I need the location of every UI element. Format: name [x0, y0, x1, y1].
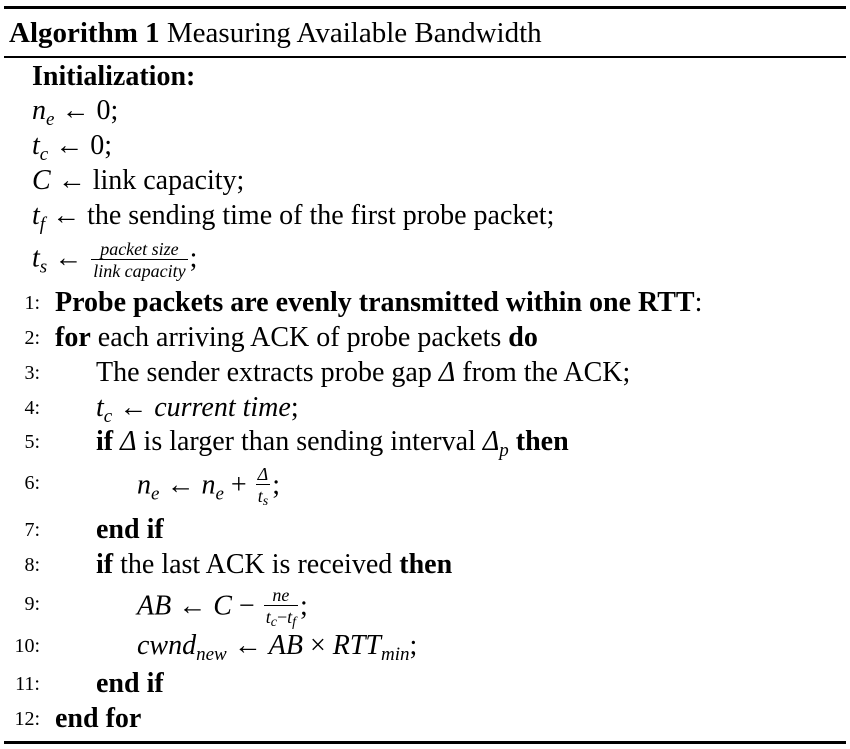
- line-number: 2:: [24, 327, 40, 349]
- line-number: 8:: [24, 554, 40, 576]
- line-number: 10:: [14, 635, 40, 657]
- init-c: C ← link capacity;: [32, 165, 245, 196]
- line-number: 4:: [24, 397, 40, 419]
- init-tf: tf ← the sending time of the first probe…: [32, 200, 555, 235]
- line-number: 12:: [14, 708, 40, 730]
- init-ne: ne ← 0;: [32, 95, 119, 130]
- algorithm-caption: Algorithm 1 Measuring Available Bandwidt…: [9, 15, 542, 51]
- algorithm-title: Measuring Available Bandwidth: [166, 17, 542, 49]
- init-heading: Initialization:: [32, 61, 196, 92]
- ts-fraction: packet size link capacity: [91, 239, 188, 281]
- ne-over-tc-tf-fraction: ne tc−tf: [263, 585, 298, 630]
- init-tc: tc ← 0;: [32, 130, 112, 165]
- caption-rule: [4, 56, 846, 58]
- delta-over-ts-fraction: Δ ts: [255, 464, 271, 509]
- line-number: 3:: [24, 362, 40, 384]
- init-ts: ts ← packet size link capacity ;: [32, 239, 198, 281]
- line-number: 1:: [24, 292, 40, 314]
- line-number: 7:: [24, 519, 40, 541]
- line-number: 9:: [24, 593, 40, 615]
- top-rule: [4, 6, 846, 9]
- line-number: 11:: [15, 673, 40, 695]
- bottom-rule: [4, 741, 846, 744]
- algorithm-label: Algorithm 1: [9, 17, 160, 49]
- line-number: 5:: [24, 431, 40, 453]
- line-number: 6:: [24, 472, 40, 494]
